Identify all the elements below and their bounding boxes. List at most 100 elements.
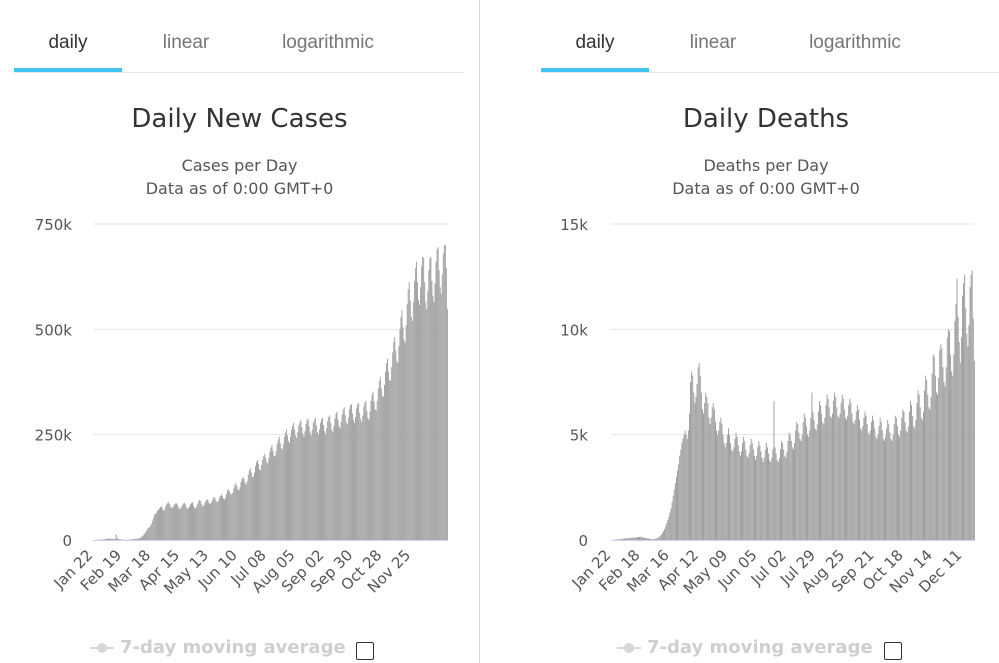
bar <box>139 537 141 540</box>
bar <box>115 534 117 540</box>
bar <box>253 472 255 540</box>
moving-average-checkbox[interactable] <box>884 642 902 660</box>
bar <box>297 432 299 540</box>
bar <box>644 537 646 540</box>
bar <box>241 478 243 540</box>
bar <box>424 282 426 540</box>
tab-linear[interactable]: linear <box>162 32 210 53</box>
bar <box>213 497 215 540</box>
bar <box>276 443 278 540</box>
bar <box>716 430 717 540</box>
chart-title: Daily New Cases <box>131 104 348 134</box>
bar <box>193 505 194 540</box>
bar <box>914 428 916 540</box>
legend-moving-average[interactable]: 7-day moving average <box>90 636 346 660</box>
bar <box>737 445 739 540</box>
bar <box>707 403 709 540</box>
bar <box>352 413 353 540</box>
bar <box>651 539 652 540</box>
bar <box>356 408 358 540</box>
bar <box>933 356 935 540</box>
bar <box>668 516 670 540</box>
bar <box>330 422 332 540</box>
bar <box>307 418 309 540</box>
bar <box>280 448 282 540</box>
bar <box>226 493 228 540</box>
tab-logarithmic[interactable]: logarithmic <box>809 32 901 53</box>
bar <box>156 510 158 540</box>
bar <box>728 428 729 540</box>
bar <box>754 455 755 540</box>
bar <box>186 508 188 540</box>
bar <box>850 403 852 540</box>
bar <box>682 438 684 540</box>
bar <box>137 538 139 540</box>
bar <box>278 436 280 540</box>
bar <box>899 436 901 540</box>
bar <box>162 508 164 540</box>
bar <box>425 301 427 540</box>
bar <box>966 333 968 540</box>
bar <box>174 504 176 540</box>
bar <box>863 417 865 540</box>
bar <box>645 538 647 540</box>
bar <box>105 538 107 540</box>
moving-average-checkbox[interactable] <box>356 642 374 660</box>
bar <box>734 438 736 540</box>
bar <box>340 422 342 540</box>
legend-moving-average[interactable]: 7-day moving average <box>617 636 873 660</box>
bar <box>709 424 711 540</box>
bar <box>394 336 396 540</box>
bar <box>145 531 147 540</box>
bar <box>887 419 889 540</box>
bar <box>780 449 781 540</box>
bar <box>178 508 180 540</box>
bar <box>799 438 801 540</box>
bar <box>903 411 905 540</box>
bar <box>769 459 771 540</box>
panel-divider <box>479 0 480 663</box>
bar <box>170 507 172 540</box>
bar <box>191 502 192 540</box>
bar <box>267 463 269 540</box>
bar <box>902 409 904 540</box>
bar <box>921 419 923 540</box>
bar <box>772 449 774 540</box>
bar <box>357 404 359 540</box>
bar <box>621 538 623 540</box>
bar <box>229 491 231 540</box>
bar <box>148 527 150 540</box>
bar <box>650 538 651 540</box>
bar <box>770 462 772 540</box>
tab-logarithmic[interactable]: logarithmic <box>282 32 374 53</box>
bar <box>381 395 383 540</box>
bar <box>890 438 892 540</box>
bar <box>400 316 402 540</box>
chart-subtitle: Cases per Day <box>181 156 298 175</box>
bar <box>389 379 391 540</box>
chart-data-date: Data as of 0:00 GMT+0 <box>672 179 860 198</box>
bar <box>179 508 181 540</box>
bar <box>300 419 302 540</box>
tab-daily[interactable]: daily <box>541 24 649 72</box>
bar <box>295 435 297 540</box>
bar <box>743 436 745 540</box>
bar <box>939 350 941 540</box>
bar <box>660 534 662 540</box>
bar <box>134 539 136 540</box>
bar <box>853 424 855 540</box>
tab-daily[interactable]: daily <box>14 24 122 72</box>
bar <box>316 432 318 540</box>
bar <box>200 501 202 540</box>
bar <box>268 457 270 540</box>
bar <box>824 417 826 540</box>
tab-linear[interactable]: linear <box>689 32 737 53</box>
bar <box>632 537 634 540</box>
bar <box>906 432 908 540</box>
bar <box>289 443 290 540</box>
bar <box>865 415 867 540</box>
bar <box>154 513 156 540</box>
bar <box>784 455 786 540</box>
bar <box>671 502 673 540</box>
